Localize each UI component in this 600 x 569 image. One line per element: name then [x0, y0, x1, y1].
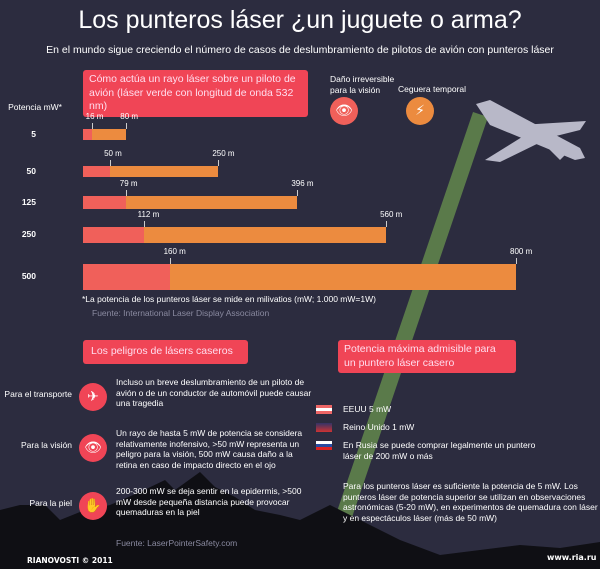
bar-blindness [83, 166, 219, 177]
max-power-item: En Rusia se puede comprar legalmente un … [343, 440, 536, 461]
tick-damage [110, 160, 112, 166]
airplane-icon: ✈ [79, 383, 107, 411]
power-note: Para los punteros láser es suficiente la… [343, 481, 598, 523]
hand-icon: ✋ [79, 492, 107, 520]
russia-flag-icon [316, 441, 332, 450]
label-damage: 79 m [119, 179, 138, 188]
tick-blindness [126, 123, 128, 129]
tick-blindness [386, 221, 388, 227]
label-blindness: 800 m [510, 247, 533, 256]
category-label: 5 [31, 128, 36, 139]
max-power-item: EEUU 5 mW [343, 404, 392, 414]
tick-blindness [297, 190, 299, 196]
danger-label: Para la piel [29, 498, 72, 508]
danger-text: Incluso un breve deslumbramiento de un p… [116, 377, 312, 409]
bar-blindness [83, 227, 387, 243]
tick-damage [91, 123, 93, 129]
bar-damage [83, 227, 144, 243]
legend-blindness-label: Ceguera temporal [398, 84, 467, 94]
category-label: 125 [21, 196, 36, 207]
dangers-header: Los peligros de lásers caseros [83, 340, 248, 364]
category-label: 50 [26, 165, 36, 176]
bar-damage [83, 129, 92, 140]
bar-blindness [83, 129, 127, 140]
label-damage: 16 m [85, 112, 104, 121]
max-power-header: Potencia máxima admisible para un punter… [338, 340, 516, 374]
bar-damage [83, 264, 170, 290]
label-blindness: 80 m [120, 112, 139, 121]
uk-flag-icon [316, 423, 332, 432]
label-damage: 50 m [104, 149, 122, 158]
mountains-silhouette [0, 472, 600, 569]
tick-damage [143, 221, 145, 227]
tick-damage [125, 190, 127, 196]
legend-damage-label: Daño irreversible para la visión [330, 74, 395, 95]
eye-icon: 👁 [79, 434, 107, 462]
category-label: 500 [21, 271, 36, 281]
ria-url[interactable]: www.ria.ru [547, 553, 597, 562]
danger-text: 200-300 mW se deja sentir en la epidermi… [116, 486, 302, 518]
us-flag-icon [316, 405, 332, 414]
label-blindness: 396 m [291, 179, 314, 188]
y-axis-label: Potencia mW* [8, 102, 62, 112]
tick-damage [169, 258, 171, 264]
tick-blindness [516, 258, 517, 264]
tick-blindness [218, 160, 220, 166]
label-blindness: 250 m [212, 149, 235, 158]
laser-beam [330, 112, 488, 532]
label-blindness: 560 m [380, 210, 403, 219]
bar-damage [83, 196, 126, 209]
legend-lightning-icon: ⚡ [406, 97, 434, 125]
label-damage: 112 m [137, 210, 160, 219]
footnote: *La potencia de los punteros láser se mi… [82, 294, 376, 304]
airplane-illustration [476, 100, 586, 162]
category-label: 250 [21, 229, 36, 239]
legend-eye-icon: 👁 [330, 97, 358, 125]
chart-title: Cómo actúa un rayo láser sobre un piloto… [83, 70, 308, 117]
bar-blindness [83, 196, 298, 209]
max-power-item: Reino Unido 1 mW [343, 422, 415, 432]
page-subtitle: En el mundo sigue creciendo el número de… [46, 44, 554, 56]
danger-label: Para el transporte [4, 389, 72, 399]
credit: RIANOVOSTI © 2011 [27, 556, 113, 565]
danger-label: Para la visión [20, 440, 72, 450]
bar-damage [83, 166, 111, 177]
source-ilda: Fuente: International Laser Display Asso… [92, 308, 270, 318]
source-laserpointersafety: Fuente: LaserPointerSafety.com [116, 538, 238, 548]
label-damage: 160 m [163, 247, 186, 256]
page-title: Los punteros láser ¿un juguete o arma? [78, 6, 522, 34]
danger-text: Un rayo de hasta 5 mW de potencia se con… [116, 428, 303, 470]
